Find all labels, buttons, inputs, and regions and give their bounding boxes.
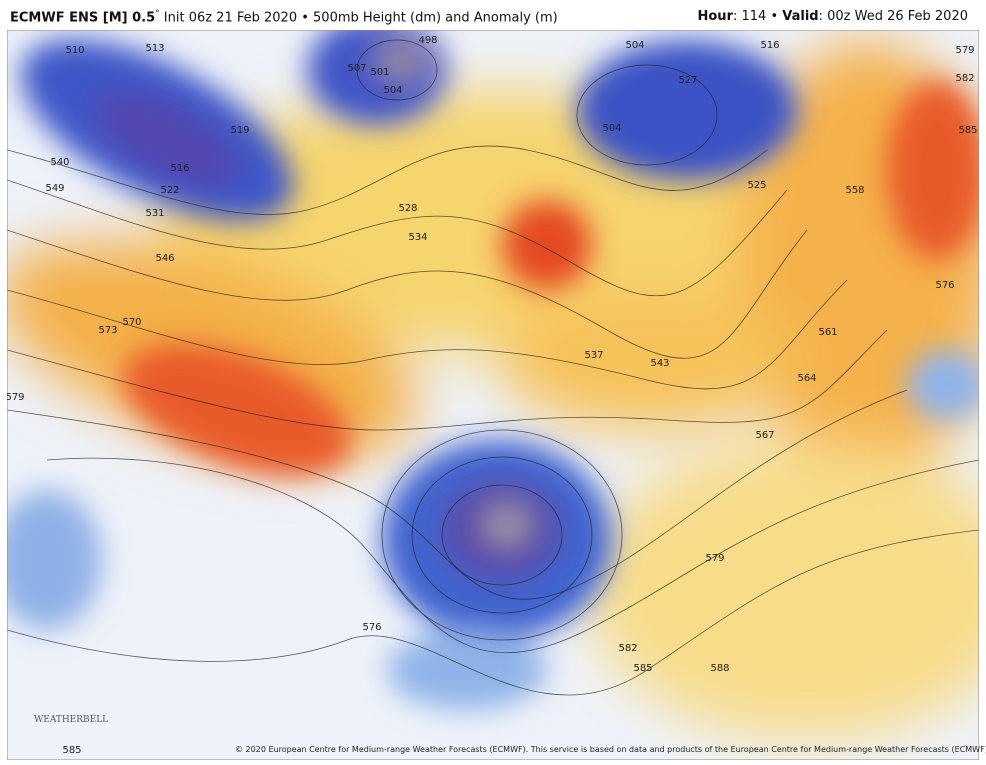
contour-label: 573 [98,325,117,336]
contour-label: 540 [50,157,69,168]
contour-label: 585 [958,125,977,136]
contour-label: 543 [650,358,669,369]
contour-label: 513 [145,43,164,54]
valid-value: : 00z Wed 26 Feb 2020 [818,9,968,24]
contours [7,39,979,696]
contour-label: 585 [633,663,652,674]
contour-label: 588 [710,663,729,674]
degree: ° [155,9,160,19]
contour-label: 582 [618,643,637,654]
contour-label: 549 [45,183,64,194]
anomaly-field [7,30,979,760]
contour-label: 522 [160,185,179,196]
hour-value: : 114 • [732,9,783,24]
contour-label: 576 [935,280,954,291]
title: ECMWF ENS [M] 0.5° Init 06z 21 Feb 2020 … [10,9,558,25]
contour-label: 504 [602,123,621,134]
contour-label: 501 [370,67,389,78]
logo: WEATHERBELL [34,715,109,725]
contour-label: 561 [818,327,837,338]
contour-label: 579 [955,45,974,56]
hour-label: Hour [697,9,733,24]
copyright: © 2020 European Centre for Medium-range … [235,745,986,754]
contour-label: 525 [747,180,766,191]
contour-label: 534 [408,232,427,243]
contour-label: 567 [755,430,774,441]
contour-label: 585 [62,745,81,756]
contour-label: 582 [955,73,974,84]
map: 510 513 498 507 501 504 504 516 579 582 585 527 504 5… [7,30,979,760]
contour-label: 558 [845,185,864,196]
contour-label: 579 [7,392,25,403]
contour-label: 546 [155,253,174,264]
contour-label: 528 [398,203,417,214]
contour-label: 504 [625,40,644,51]
contour-label: 516 [760,40,779,51]
valid-time: Hour: 114 • Valid: 00z Wed 26 Feb 2020 [698,9,969,24]
contour-label: 507 [347,63,366,74]
contour-label: 531 [145,208,164,219]
contour-label: 564 [797,373,816,384]
valid-label: Valid [782,9,819,24]
contour-label: 579 [705,553,724,564]
contour-label: 504 [383,85,402,96]
contour-label: 527 [678,75,697,86]
title-bold: ECMWF ENS [M] 0.5 [10,10,156,26]
contour-label: 510 [65,45,84,56]
contour-label: 498 [418,35,437,46]
contour-label: 537 [584,350,603,361]
title-rest: Init 06z 21 Feb 2020 • 500mb Height (dm)… [159,10,558,26]
contour-label: 516 [170,163,189,174]
contour-label: 519 [230,125,249,136]
contour-label: 570 [122,317,141,328]
contour-label: 576 [362,622,381,633]
